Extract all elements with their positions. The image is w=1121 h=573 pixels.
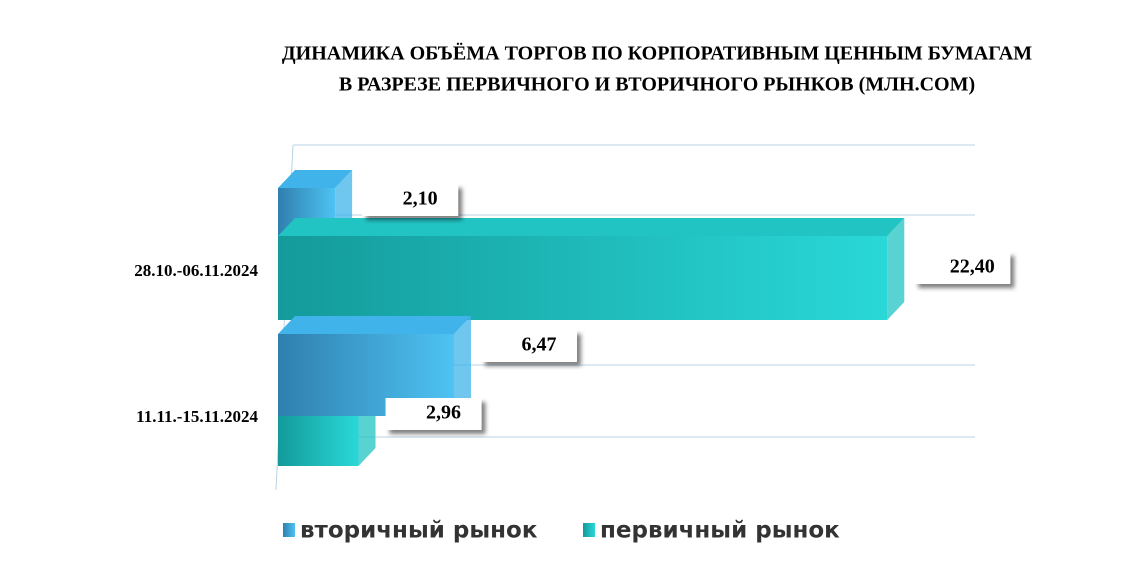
legend-label: вторичный рынок: [300, 518, 538, 544]
bar-top: [278, 316, 471, 334]
legend-label: первичный рынок: [600, 518, 840, 544]
category-label: 11.11.-15.11.2024: [136, 407, 258, 426]
value-label-box: [914, 252, 1011, 284]
legend-swatch: [283, 523, 295, 537]
bar: [278, 316, 471, 416]
value-label: 22,40: [950, 256, 995, 278]
bar-top: [278, 170, 353, 188]
bar-top: [278, 218, 905, 236]
value-label-box: [480, 330, 577, 362]
bar-front: [278, 236, 888, 320]
category-label: 28.10.-06.11.2024: [134, 261, 258, 280]
value-label: 6,47: [521, 334, 556, 356]
value-label: 2,10: [403, 188, 438, 210]
bar-side: [887, 218, 905, 320]
bar-side: [453, 316, 471, 416]
chart-title: В РАЗРЕЗЕ ПЕРВИЧНОГО И ВТОРИЧНОГО РЫНКОВ…: [339, 74, 975, 96]
value-label-box: [385, 398, 482, 430]
value-label-box: [362, 184, 459, 216]
value-label: 2,96: [426, 402, 461, 424]
chart-title: ДИНАМИКА ОБЪЁМА ТОРГОВ ПО КОРПОРАТИВНЫМ …: [282, 42, 1032, 65]
legend-swatch: [583, 523, 595, 537]
bar: [278, 218, 905, 320]
